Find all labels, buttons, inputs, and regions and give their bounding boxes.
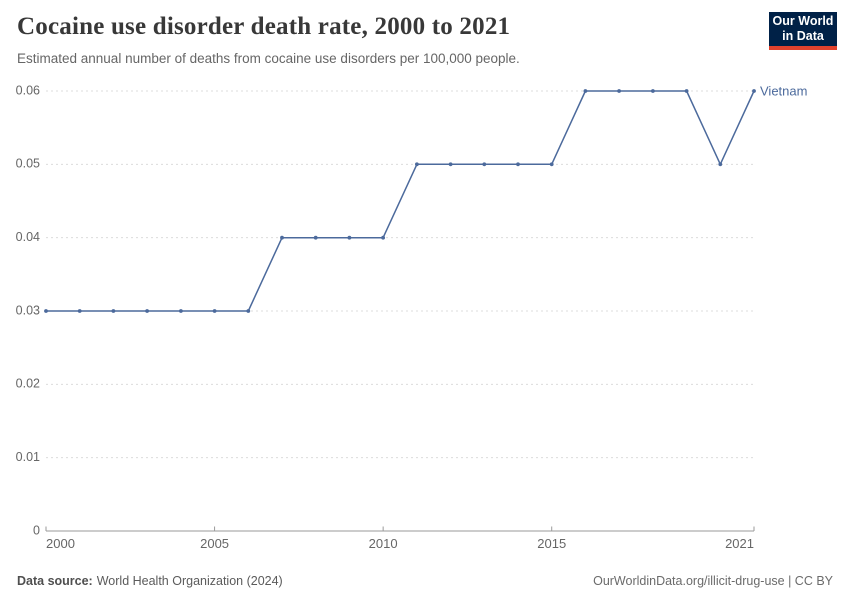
y-tick-label: 0.03 [16,303,40,317]
chart-footer: Data source: World Health Organization (2… [17,574,833,588]
data-point-2007[interactable] [280,235,284,240]
data-source-note: Data source: World Health Organization (2… [17,574,283,588]
data-point-2011[interactable] [415,162,419,167]
data-point-2009[interactable] [347,235,352,240]
data-point-2000[interactable] [44,309,48,313]
x-tick-label: 2000 [46,536,75,551]
data-point-2012[interactable] [448,162,453,167]
y-tick-label: 0.06 [16,83,40,97]
y-tick-label: 0.01 [16,450,40,464]
data-point-2001[interactable] [77,309,82,313]
data-point-2005[interactable] [212,309,217,313]
data-point-2019[interactable] [684,89,689,93]
data-point-2018[interactable] [651,89,655,93]
x-tick-label: 2010 [369,536,398,551]
data-point-2021[interactable] [752,89,756,93]
x-tick-label: 2005 [200,536,229,551]
owid-logo[interactable]: Our World in Data [769,12,837,50]
y-tick-label: 0.02 [16,377,40,391]
page-title: Cocaine use disorder death rate, 2000 to… [17,13,511,40]
data-point-2014[interactable] [516,162,520,167]
y-tick-label: 0 [33,523,40,537]
x-tick-label: 2015 [537,536,566,551]
data-point-2004[interactable] [179,309,183,313]
data-point-2002[interactable] [111,309,116,313]
data-point-2006[interactable] [246,309,251,313]
y-tick-label: 0.04 [16,230,40,244]
data-point-2016[interactable] [583,89,588,93]
owid-logo-line1: Our World [772,13,834,28]
x-tick-label: 2021 [725,536,754,551]
series-line-vietnam[interactable] [46,90,755,312]
data-point-2010[interactable] [381,235,385,240]
data-source-label: Data source: [17,574,93,588]
data-point-2013[interactable] [482,162,487,167]
data-source-text: World Health Organization (2024) [96,574,283,588]
series-label-vietnam[interactable]: Vietnam [760,84,807,99]
data-point-2017[interactable] [617,89,621,93]
owid-logo-line2: in Data [782,29,824,43]
page-subtitle: Estimated annual number of deaths from c… [17,51,520,66]
y-tick-label: 0.05 [16,157,40,171]
credit-link[interactable]: OurWorldinData.org/illicit-drug-use | CC… [593,574,833,588]
data-point-2020[interactable] [718,162,723,167]
data-point-2008[interactable] [313,235,318,240]
data-point-2015[interactable] [549,162,554,167]
data-point-2003[interactable] [145,309,150,313]
